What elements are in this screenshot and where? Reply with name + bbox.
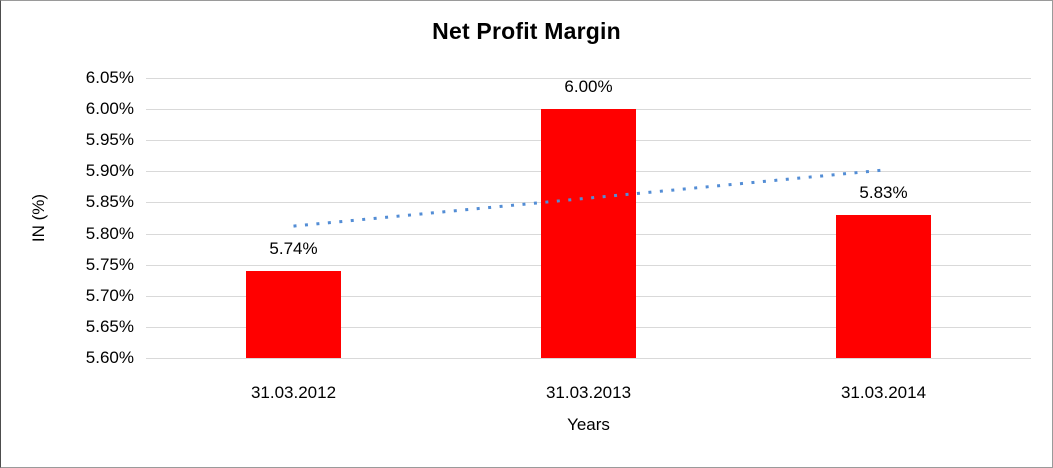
y-tick-label: 5.75%: [85, 254, 134, 274]
trendline: [293, 168, 884, 228]
y-tick-label: 5.90%: [85, 161, 134, 181]
x-tick-label: 31.03.2013: [545, 383, 632, 402]
data-label: 5.83%: [859, 182, 908, 202]
gridline: [146, 358, 1031, 359]
y-tick-label: 6.05%: [85, 68, 134, 87]
y-tick-label: 5.65%: [85, 316, 134, 336]
bar: [836, 214, 931, 358]
y-tick-label: 5.95%: [85, 130, 134, 150]
y-tick-label: 5.80%: [85, 223, 134, 243]
gridline: [146, 78, 1031, 79]
x-tick-label: 31.03.2012: [250, 383, 337, 402]
plot-area: 5.74% 6.00% 5.83%: [146, 77, 1031, 359]
y-tick-label: 5.70%: [85, 285, 134, 305]
bar: [541, 109, 636, 358]
y-tick-label: 5.85%: [85, 192, 134, 212]
data-label: 5.74%: [269, 238, 318, 258]
x-axis-title: Years: [567, 415, 610, 434]
bar: [246, 270, 341, 358]
x-axis-labels: 31.03.2012 31.03.2013 31.03.2014: [146, 383, 1031, 405]
chart-title: Net Profit Margin: [432, 18, 621, 44]
y-tick-label: 5.60%: [85, 348, 134, 367]
y-tick-label: 6.00%: [85, 99, 134, 119]
y-axis-tick-labels: 6.05% 6.00% 5.95% 5.90% 5.85% 5.80% 5.75% 5.70%…: [1, 69, 134, 367]
data-label: 6.00%: [564, 77, 613, 97]
x-tick-label: 31.03.2014: [840, 383, 927, 402]
